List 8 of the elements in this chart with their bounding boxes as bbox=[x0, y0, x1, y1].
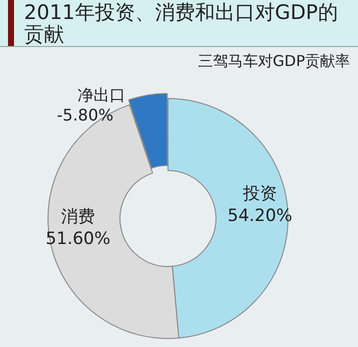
slice-label: 消费 bbox=[60, 206, 95, 227]
chart-subtitle: 三驾马车对GDP贡献率 bbox=[198, 52, 350, 70]
text: -5.80% bbox=[56, 106, 114, 125]
data-label: 51.60% bbox=[46, 228, 110, 249]
chart-title: 2011年投资、消费和出口对GDP的贡献 bbox=[24, 0, 339, 46]
data-label: 54.20% bbox=[227, 206, 292, 226]
slice-label: 投资 bbox=[242, 184, 277, 204]
slice-label: 净出口 bbox=[78, 86, 126, 105]
